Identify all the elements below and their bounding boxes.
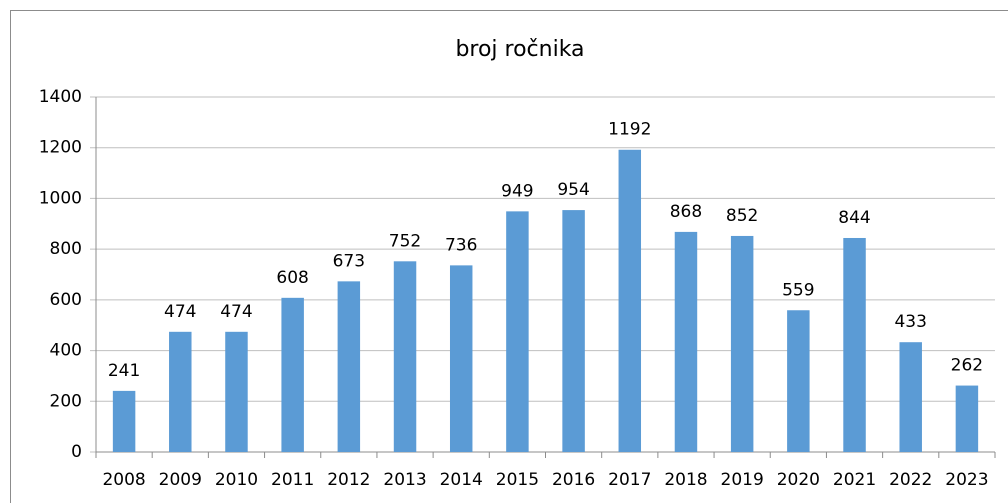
data-label: 433 bbox=[894, 312, 926, 332]
bar bbox=[337, 281, 361, 452]
x-tick-label: 2020 bbox=[777, 470, 820, 490]
data-label: 608 bbox=[276, 268, 308, 288]
bar bbox=[449, 265, 473, 452]
bar bbox=[506, 211, 529, 452]
bar bbox=[674, 231, 698, 452]
x-tick-label: 2017 bbox=[608, 470, 651, 490]
y-tick-label: 0 bbox=[71, 442, 82, 462]
bar bbox=[843, 237, 866, 452]
x-tick-label: 2022 bbox=[889, 470, 932, 490]
y-tick-label: 1000 bbox=[39, 188, 82, 208]
bar bbox=[281, 297, 304, 452]
x-tick-label: 2014 bbox=[440, 470, 483, 490]
bar bbox=[618, 149, 642, 452]
x-tick-label: 2016 bbox=[552, 470, 595, 490]
x-tick-label: 2011 bbox=[271, 470, 314, 490]
y-tick-label: 1200 bbox=[39, 138, 82, 158]
bar bbox=[955, 385, 979, 452]
data-label: 673 bbox=[333, 251, 365, 271]
x-tick-label: 2015 bbox=[496, 470, 539, 490]
x-tick-label: 2013 bbox=[383, 470, 426, 490]
data-label: 559 bbox=[782, 280, 814, 300]
y-tick-label: 600 bbox=[50, 290, 82, 310]
bar bbox=[169, 331, 192, 452]
bar bbox=[112, 390, 136, 452]
data-label: 949 bbox=[501, 181, 533, 201]
x-tick-label: 2019 bbox=[721, 470, 764, 490]
bar bbox=[899, 342, 922, 452]
y-tick-label: 200 bbox=[50, 391, 82, 411]
y-tick-label: 1400 bbox=[39, 87, 82, 107]
data-label: 474 bbox=[220, 302, 252, 322]
data-label: 954 bbox=[557, 180, 589, 200]
bar bbox=[787, 310, 810, 452]
bar bbox=[225, 331, 248, 452]
chart-border bbox=[10, 10, 1008, 503]
x-tick-label: 2012 bbox=[327, 470, 370, 490]
bar bbox=[393, 261, 417, 452]
data-label: 752 bbox=[389, 231, 421, 251]
data-label: 474 bbox=[164, 302, 196, 322]
bar bbox=[730, 235, 754, 452]
data-label: 1192 bbox=[608, 120, 651, 140]
x-tick-label: 2018 bbox=[664, 470, 707, 490]
x-tick-label: 2021 bbox=[833, 470, 876, 490]
y-tick-label: 400 bbox=[50, 341, 82, 361]
x-tick-label: 2008 bbox=[102, 470, 145, 490]
data-label: 868 bbox=[670, 202, 702, 222]
data-label: 852 bbox=[726, 206, 758, 226]
chart-title: broj ročnika bbox=[455, 37, 584, 62]
x-tick-label: 2023 bbox=[945, 470, 988, 490]
data-label: 241 bbox=[108, 361, 140, 381]
data-label: 736 bbox=[445, 235, 477, 255]
data-label: 844 bbox=[838, 208, 870, 228]
data-label: 262 bbox=[951, 356, 983, 376]
x-tick-label: 2009 bbox=[159, 470, 202, 490]
bar bbox=[562, 210, 585, 452]
x-tick-label: 2010 bbox=[215, 470, 258, 490]
y-tick-label: 800 bbox=[50, 239, 82, 259]
